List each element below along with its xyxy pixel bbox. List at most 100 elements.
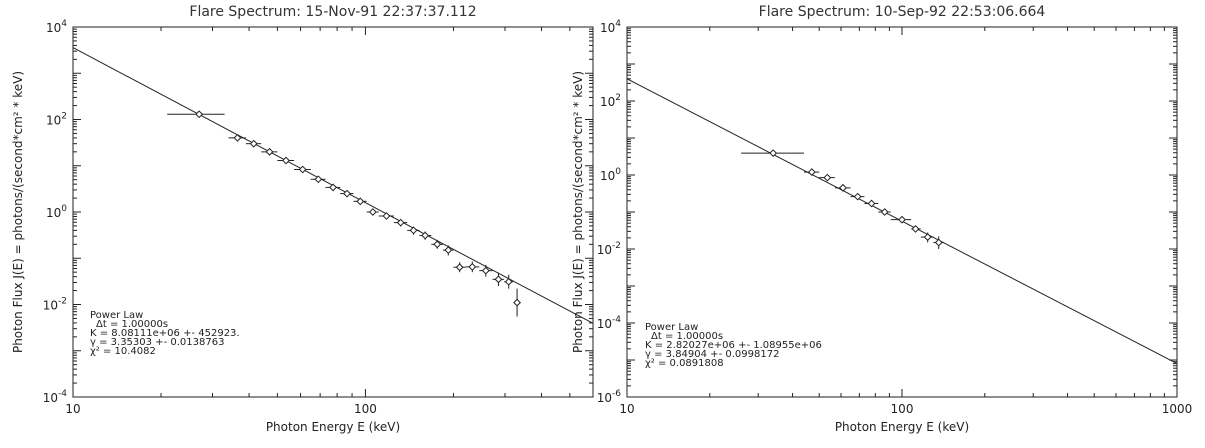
data-marker xyxy=(265,147,274,156)
data-marker xyxy=(769,149,778,158)
data-point xyxy=(442,245,454,256)
data-point xyxy=(261,147,278,156)
data-marker xyxy=(853,192,862,201)
y-tick-label: 10-6 xyxy=(597,389,622,405)
data-point xyxy=(340,189,354,198)
y-tick-label: 104 xyxy=(600,19,621,35)
fit-annotation: Δt = 1.00000s xyxy=(96,319,168,330)
data-point xyxy=(393,218,408,227)
data-point xyxy=(465,261,480,273)
data-point xyxy=(294,165,311,174)
fit-annotation: Δt = 1.00000s xyxy=(651,331,723,342)
x-axis-label: Photon Energy E (keV) xyxy=(835,420,969,434)
data-marker xyxy=(396,218,405,227)
data-point xyxy=(803,168,820,176)
data-marker xyxy=(356,197,365,206)
data-point xyxy=(228,133,246,142)
chart-title: Flare Spectrum: 10-Sep-92 22:53:06.664 xyxy=(759,4,1046,20)
data-marker xyxy=(249,139,258,148)
data-marker xyxy=(839,183,847,192)
data-marker xyxy=(298,165,307,174)
data-marker xyxy=(382,212,391,220)
y-tick-label: 10-4 xyxy=(597,315,622,331)
data-point xyxy=(878,208,891,216)
fit-annotation: χ² = 10.4082 xyxy=(90,346,156,357)
data-marker xyxy=(880,208,889,216)
data-point xyxy=(453,262,466,273)
chart-panel-right: Flare Spectrum: 10-Sep-92 22:53:06.664 10… xyxy=(571,4,1192,434)
data-point xyxy=(419,231,432,240)
data-marker xyxy=(807,168,816,176)
data-point xyxy=(911,224,921,233)
data-marker xyxy=(481,266,490,275)
data-point xyxy=(819,173,835,182)
data-marker xyxy=(455,263,464,272)
data-marker xyxy=(494,275,503,284)
data-point xyxy=(366,208,379,216)
y-tick-label: 10-2 xyxy=(43,297,67,313)
data-marker xyxy=(867,199,876,208)
data-marker xyxy=(923,233,932,241)
data-point xyxy=(167,110,225,119)
data-point xyxy=(492,272,505,287)
y-axis-label: Photon Flux J(E) = photons/(second*cm² *… xyxy=(571,71,585,353)
data-marker xyxy=(314,175,323,184)
y-tick-label: 10-4 xyxy=(43,389,68,405)
data-point xyxy=(834,183,851,192)
data-point xyxy=(479,264,493,277)
data-marker xyxy=(343,189,351,198)
data-marker xyxy=(368,208,377,216)
data-marker xyxy=(444,246,453,255)
data-point xyxy=(741,149,804,158)
fit-annotation: γ = 3.84904 +- 0.0998172 xyxy=(645,349,779,360)
y-tick-label: 10-2 xyxy=(597,241,621,257)
data-point xyxy=(245,139,262,148)
data-point xyxy=(378,212,394,220)
data-point xyxy=(864,199,879,208)
data-point xyxy=(504,274,514,289)
chart-panel-left: Flare Spectrum: 15-Nov-91 22:37:37.112 10… xyxy=(11,4,594,434)
data-marker xyxy=(282,156,290,165)
y-tick-label: 102 xyxy=(46,112,67,128)
data-marker xyxy=(513,298,521,307)
data-marker xyxy=(934,238,943,247)
data-point xyxy=(920,232,934,243)
data-point xyxy=(310,175,326,184)
plot-area xyxy=(627,78,1177,365)
data-point xyxy=(407,226,420,235)
x-tick-label: 100 xyxy=(891,402,914,416)
x-tick-label: 10 xyxy=(619,402,634,416)
data-marker xyxy=(421,231,430,240)
x-axis-label: Photon Energy E (keV) xyxy=(266,420,400,434)
x-tick-label: 10 xyxy=(65,402,80,416)
fit-annotation: Power Law xyxy=(90,310,143,321)
y-axis-label: Photon Flux J(E) = photons/(second*cm² *… xyxy=(11,71,25,353)
y-tick-label: 100 xyxy=(46,204,67,220)
x-tick-label: 100 xyxy=(354,402,377,416)
y-tick-label: 100 xyxy=(600,167,621,183)
data-point xyxy=(277,156,295,165)
x-tick-label: 1000 xyxy=(1162,402,1193,416)
data-marker xyxy=(233,133,242,142)
y-tick-label: 102 xyxy=(600,93,621,109)
data-point xyxy=(513,288,521,317)
data-marker xyxy=(911,224,920,233)
plot-area xyxy=(73,47,593,324)
fit-annotation: χ² = 0.0891808 xyxy=(645,358,724,369)
fit-annotation: γ = 3.35303 +- 0.0138763 xyxy=(90,337,224,348)
data-marker xyxy=(329,183,337,192)
data-point xyxy=(325,183,341,192)
data-point xyxy=(353,197,367,206)
data-marker xyxy=(468,262,477,271)
fit-annotation: K = 8.08111e+06 +- 452923. xyxy=(90,328,240,339)
data-marker xyxy=(823,173,832,182)
data-point xyxy=(933,236,944,249)
data-marker xyxy=(898,215,906,224)
data-marker xyxy=(504,277,513,286)
chart-title: Flare Spectrum: 15-Nov-91 22:37:37.112 xyxy=(189,4,476,20)
fit-annotation: K = 2.82027e+06 +- 1.08955e+06 xyxy=(645,340,822,351)
data-marker xyxy=(195,110,204,119)
data-marker xyxy=(409,226,418,235)
